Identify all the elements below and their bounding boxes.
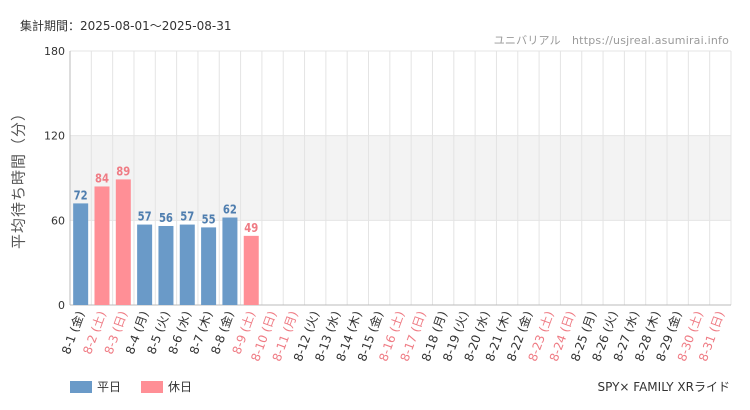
bar [115,179,131,305]
legend-swatch-weekday [70,380,92,393]
legend-item-weekday: 平日 [70,378,121,395]
bar [158,225,174,305]
bar [73,203,89,305]
attraction-name: SPY× FAMILY XRライド [597,380,731,394]
y-tick-label: 120 [44,130,65,143]
bar-value-label: 57 [180,210,194,224]
bar-value-label: 57 [138,210,152,224]
bar [137,224,153,305]
legend-label-holiday: 休日 [168,380,193,394]
period-label: 集計期間：2025-08-01～2025-08-31 [20,19,232,33]
bar [201,227,217,305]
bar-value-label: 72 [74,188,88,202]
bar-value-label: 55 [202,212,216,226]
site-credit: ユニバリアル https://usjreal.asumirai.info [493,34,729,47]
legend-item-holiday: 休日 [141,378,192,395]
bar [222,217,238,305]
bar-value-label: 56 [159,211,173,225]
legend-swatch-holiday [141,380,164,393]
legend: 平日 休日 [70,378,212,395]
bar [243,235,259,305]
legend-label-weekday: 平日 [97,380,122,394]
y-tick-label: 180 [44,45,65,58]
bar-value-label: 49 [244,221,258,235]
bar [94,186,110,305]
y-tick-label: 60 [51,214,65,227]
y-tick-label: 0 [58,299,65,312]
bar-value-label: 62 [223,203,237,217]
bar-value-label: 84 [95,171,109,185]
shaded-band [70,135,731,221]
bar-value-label: 89 [116,164,130,178]
bar [179,224,195,305]
